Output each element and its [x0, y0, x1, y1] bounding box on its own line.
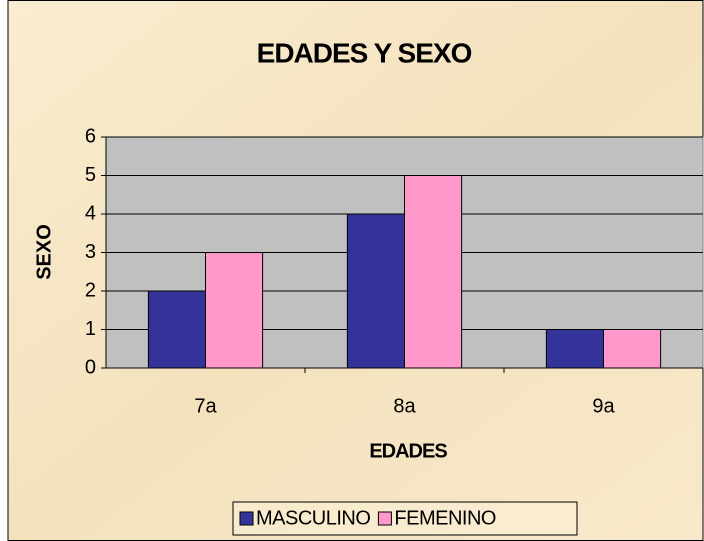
bar	[205, 252, 264, 369]
y-tick-label: 6	[85, 125, 96, 147]
legend-swatch	[377, 511, 392, 526]
bar	[147, 290, 206, 369]
bar	[346, 213, 405, 369]
legend-label: MASCULINO	[256, 507, 370, 529]
bar	[404, 175, 463, 369]
x-tick-label: 9a	[592, 395, 615, 417]
y-tick-label: 5	[85, 164, 96, 186]
legend-swatch	[239, 511, 254, 526]
y-tick-label: 4	[85, 202, 96, 224]
x-axis-label: EDADES	[369, 440, 447, 462]
x-tick-label: 8a	[393, 395, 416, 417]
y-axis-label: SEXO	[33, 224, 55, 280]
y-tick-label: 1	[85, 318, 96, 340]
chart-title: EDADES Y SEXO	[257, 37, 472, 68]
legend-label: FEMENINO	[394, 507, 496, 529]
y-tick-label: 3	[85, 241, 96, 263]
bar	[603, 329, 662, 369]
y-tick-label: 0	[85, 356, 96, 378]
bar	[545, 329, 605, 369]
y-tick-label: 2	[85, 279, 96, 301]
legend	[232, 501, 578, 536]
x-tick-label: 7a	[194, 395, 217, 417]
